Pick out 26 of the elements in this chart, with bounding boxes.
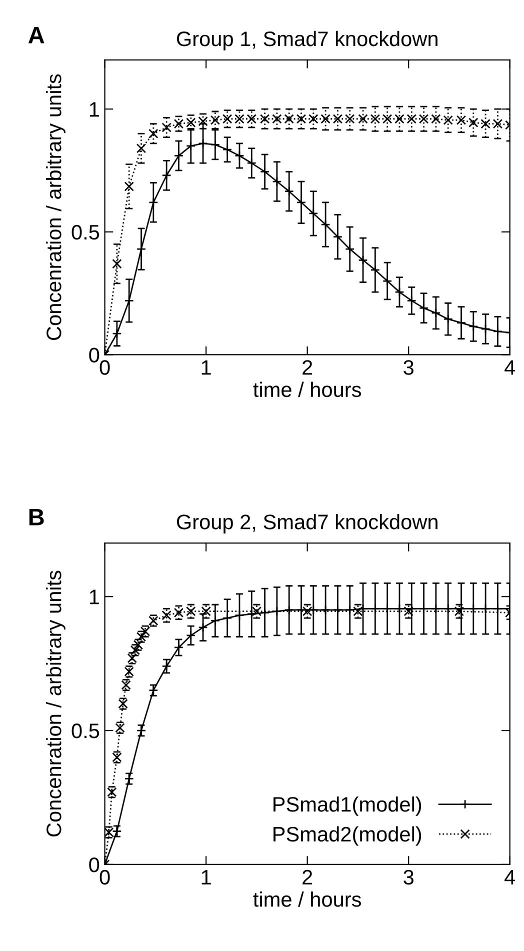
y-tick-label: 1: [90, 102, 99, 117]
chart-title: Group 2, Smad7 knockdown: [176, 514, 438, 534]
x-tick-label: 3: [404, 360, 414, 375]
legend-label: PSmad2(model): [274, 826, 422, 846]
text: B: [29, 509, 44, 526]
x-tick-label: 4: [504, 360, 516, 375]
chart-title: Group 1, Smad7 knockdown: [176, 30, 438, 50]
text: A: [28, 26, 44, 44]
x-tick-label: 4: [504, 870, 516, 884]
y-tick-label: 0.5: [72, 224, 100, 240]
x-axis-title: time / hours: [253, 382, 361, 398]
y-tick-label: 1: [90, 590, 99, 604]
y-tick-label: 0: [89, 857, 100, 872]
x-tick-label: 1: [202, 360, 211, 375]
x-tick-label: 0: [100, 870, 110, 885]
x-tick-label: 0: [100, 360, 110, 375]
x-tick-label: 1: [202, 870, 211, 884]
legend-label: PSmad1(model): [274, 796, 422, 816]
x-tick-label: 2: [302, 360, 312, 375]
x-tick-label: 2: [302, 870, 312, 884]
x-axis-title: time / hours: [253, 892, 361, 907]
y-tick-label: 0.5: [72, 724, 100, 738]
y-axis-title: Concenration / arbitrary units: [46, 570, 66, 836]
x-tick-label: 3: [404, 870, 414, 885]
y-axis-title: Concenration / arbitrary units: [46, 74, 66, 340]
y-tick-label: 0: [89, 348, 100, 362]
